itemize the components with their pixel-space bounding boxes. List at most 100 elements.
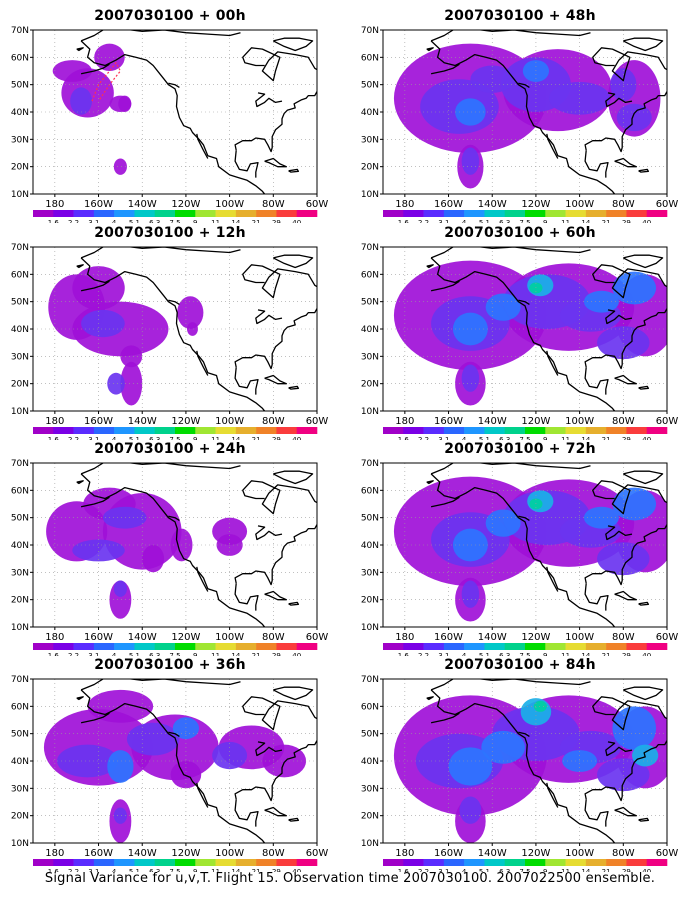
variance-field: [616, 103, 652, 132]
coastline: [546, 133, 559, 159]
colorbar-swatch: [53, 210, 74, 217]
lat-tick-label: 40N: [11, 541, 29, 551]
colorbar-label: 6.3: [499, 219, 510, 223]
colorbar-swatch: [464, 210, 485, 217]
lon-tick-label: 140W: [128, 199, 157, 210]
colorbar-swatch: [383, 859, 404, 866]
lat-tick-label: 50N: [11, 81, 29, 91]
lat-tick-label: 60N: [11, 702, 29, 712]
lon-tick-label: 120W: [521, 199, 550, 210]
colorbar-label: 1.6: [398, 436, 410, 440]
lon-tick-label: 160W: [434, 416, 463, 427]
coastline: [273, 254, 314, 269]
map-panel: 10N 20N 30N 40N 50N 60N 70N 180 160W 140W 120W 100W…: [5, 657, 335, 872]
colorbar-swatch: [525, 859, 546, 866]
colorbar-swatch: [215, 210, 237, 217]
variance-field: [102, 506, 147, 529]
colorbar-swatch: [296, 859, 318, 866]
coastline: [430, 689, 616, 843]
colorbar-swatch: [276, 643, 298, 650]
colorbar-swatch: [154, 210, 176, 217]
colorbar-label: 3.1: [438, 436, 449, 440]
lon-tick-label: 120W: [171, 416, 200, 427]
coastline: [623, 37, 664, 52]
lat-tick-label: 70N: [361, 243, 379, 253]
colorbar-swatch: [545, 643, 566, 650]
colorbar-swatch: [403, 643, 424, 650]
colorbar-swatch: [195, 859, 216, 866]
map-panel: 10N 20N 30N 40N 50N 60N 70N 180 160W 140W 120W 100W…: [5, 8, 335, 223]
colorbar-label: 7.5: [169, 219, 180, 223]
coastline: [430, 247, 591, 259]
lon-tick-label: 140W: [128, 848, 157, 859]
coastline: [518, 82, 530, 88]
coastline: [546, 566, 559, 592]
coastline: [80, 679, 241, 691]
colorbar-swatch: [195, 643, 216, 650]
colorbar-label: 7.5: [519, 652, 530, 656]
lat-tick-label: 50N: [11, 298, 29, 308]
colorbar-swatch: [504, 859, 526, 866]
lat-tick-label: 50N: [11, 730, 29, 740]
colorbar-swatch: [423, 210, 445, 217]
coastline: [80, 30, 241, 42]
colorbar-label: 40: [642, 868, 651, 872]
coastline: [426, 480, 434, 485]
colorbar-label: 9: [193, 436, 197, 440]
colorbar-label: 6.3: [149, 219, 160, 223]
map-canvas: 10N 20N 30N 40N 50N 60N 70N 180 160W 140W 120W 100W…: [11, 243, 329, 440]
lat-tick-label: 50N: [361, 298, 379, 308]
colorbar-swatch: [464, 643, 485, 650]
coastline: [638, 817, 650, 822]
variance-field: [126, 722, 180, 756]
colorbar-swatch: [403, 859, 424, 866]
lat-tick-label: 20N: [361, 812, 379, 822]
colorbar-label: 5.1: [129, 652, 140, 656]
colorbar-label: 3.1: [88, 436, 99, 440]
colorbar-swatch: [484, 643, 506, 650]
colorbar-label: 6.3: [499, 652, 510, 656]
lon-tick-label: 160W: [434, 632, 463, 643]
colorbar-swatch: [93, 210, 115, 217]
lon-tick-label: 100W: [215, 416, 244, 427]
coastline: [80, 689, 266, 843]
figure-caption: Signal Variance for u,v,T. Flight 15. Ob…: [44, 871, 656, 886]
lat-tick-label: 20N: [11, 596, 29, 606]
colorbar-swatch: [93, 859, 115, 866]
colorbar-swatch: [235, 427, 257, 434]
coastline: [234, 264, 317, 370]
colorbar-swatch: [134, 859, 156, 866]
variance-field: [57, 744, 119, 778]
lat-tick-label: 30N: [11, 784, 29, 794]
colorbar-swatch: [606, 427, 627, 434]
coastline: [76, 47, 84, 52]
coastline: [76, 264, 84, 269]
coastline: [426, 696, 434, 701]
coastline: [518, 299, 530, 305]
lon-tick-label: 60W: [656, 199, 679, 210]
coastline: [264, 157, 288, 168]
lat-tick-label: 70N: [11, 675, 29, 685]
coastline: [430, 473, 616, 627]
lat-tick-label: 20N: [361, 380, 379, 390]
lon-tick-label: 100W: [565, 848, 594, 859]
lon-tick-label: 100W: [215, 632, 244, 643]
lon-tick-label: 120W: [171, 848, 200, 859]
lat-tick-label: 70N: [361, 675, 379, 685]
colorbar-swatch: [646, 427, 668, 434]
coastline: [255, 741, 283, 757]
colorbar-swatch: [585, 643, 607, 650]
coastline: [80, 63, 110, 75]
coastline: [430, 679, 591, 691]
colorbar-swatch: [383, 427, 404, 434]
colorbar-swatch: [195, 427, 216, 434]
colorbar-swatch: [525, 643, 546, 650]
coastline: [80, 40, 266, 194]
colorbar-label: 3.1: [88, 219, 99, 223]
lon-tick-label: 60W: [306, 416, 329, 427]
colorbar-swatch: [585, 859, 607, 866]
colorbar-swatch: [73, 643, 95, 650]
colorbar-swatch: [73, 859, 95, 866]
colorbar-label: 21: [252, 219, 261, 223]
lon-tick-label: 180: [45, 848, 64, 859]
